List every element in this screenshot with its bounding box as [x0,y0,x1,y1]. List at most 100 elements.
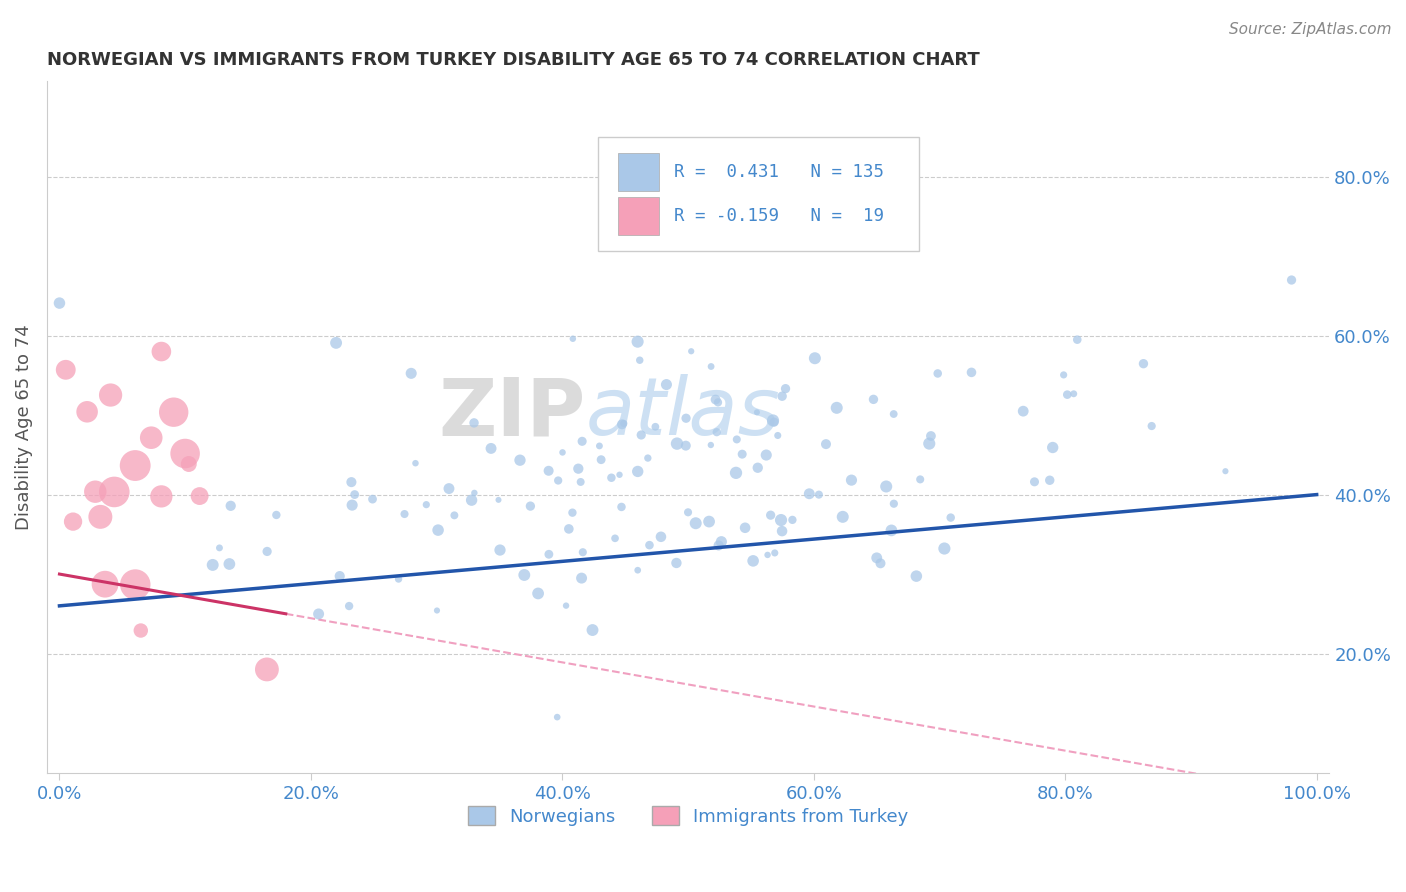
FancyBboxPatch shape [599,136,920,251]
Point [551,445,574,459]
Point [707,538,730,552]
Point [509,453,531,467]
Point [600,471,623,485]
Point [141,431,163,445]
FancyBboxPatch shape [617,153,658,191]
Point [1053,368,1076,382]
Point [960,365,983,379]
Point [1215,464,1237,478]
Point [825,401,848,415]
Point [343,487,366,501]
Point [626,334,648,349]
Point [869,557,891,571]
Y-axis label: Disability Age 65 to 74: Disability Age 65 to 74 [15,324,32,530]
Point [934,541,956,556]
Point [537,464,560,478]
Text: Source: ZipAtlas.com: Source: ZipAtlas.com [1229,22,1392,37]
Point [918,436,941,450]
Point [100,388,122,402]
Point [1056,387,1078,401]
Point [706,425,728,440]
Point [463,416,485,430]
Text: R =  0.431   N = 135: R = 0.431 N = 135 [673,162,884,180]
Point [700,438,723,452]
Text: ZIP: ZIP [439,375,585,452]
Point [804,351,827,366]
Point [613,417,636,431]
Point [644,419,666,434]
Point [218,557,240,571]
Point [762,413,785,427]
Point [627,465,650,479]
Point [710,534,733,549]
Point [572,545,595,559]
Point [489,543,512,558]
Point [94,577,117,591]
Point [1039,473,1062,487]
Point [610,417,633,432]
Point [770,389,793,403]
Point [591,452,613,467]
Point [427,523,450,537]
Point [742,554,765,568]
Point [770,513,793,527]
Point [387,572,409,586]
Point [685,516,707,531]
Point [1132,357,1154,371]
Point [513,568,536,582]
Point [676,505,699,519]
Point [637,451,659,466]
Point [561,506,583,520]
Point [638,538,661,552]
Point [547,474,569,488]
Point [1012,404,1035,418]
Point [48,296,70,310]
Point [150,489,173,503]
Point [588,439,610,453]
Point [163,405,186,419]
Point [84,484,107,499]
Point [831,509,853,524]
Point [266,508,288,522]
Point [124,577,146,591]
Point [775,382,797,396]
Point [675,411,697,425]
Point [1140,419,1163,434]
Point [62,515,84,529]
Point [519,499,541,513]
Point [361,492,384,507]
Point [747,460,769,475]
Point [426,603,449,617]
Point [700,359,723,374]
Point [308,607,330,621]
Point [463,486,485,500]
Point [174,446,197,460]
Point [883,407,905,421]
Point [527,586,550,600]
Point [807,488,830,502]
Point [1063,386,1085,401]
FancyBboxPatch shape [617,197,658,235]
Point [745,405,768,419]
Point [766,428,789,442]
Text: atlas: atlas [585,375,780,452]
Point [177,457,200,471]
Point [76,405,98,419]
Point [546,710,568,724]
Point [329,569,352,583]
Point [770,524,793,538]
Point [697,515,720,529]
Point [201,558,224,572]
Point [55,363,77,377]
Point [908,472,931,486]
Point [394,507,416,521]
Point [814,437,837,451]
Point [609,467,631,482]
Point [939,510,962,524]
Point [1042,441,1064,455]
Point [555,599,578,613]
Point [443,508,465,523]
Point [734,521,756,535]
Point [665,556,688,570]
Point [558,522,581,536]
